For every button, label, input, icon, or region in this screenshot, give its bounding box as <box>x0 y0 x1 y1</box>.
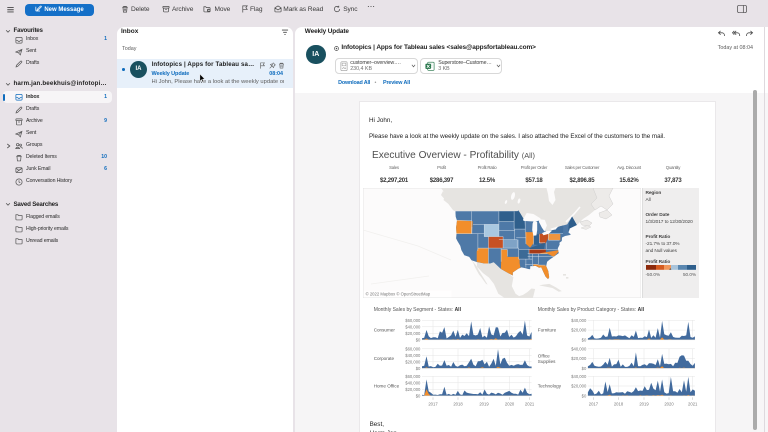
svg-text:2019: 2019 <box>639 401 649 406</box>
svg-text:$20,000: $20,000 <box>571 356 587 361</box>
svg-text:Home Office: Home Office <box>374 384 400 389</box>
svg-text:$0: $0 <box>582 337 587 342</box>
svg-text:2021: 2021 <box>688 401 698 406</box>
svg-text:$0: $0 <box>416 366 421 371</box>
svg-text:$0: $0 <box>582 393 587 398</box>
svg-text:$40,000: $40,000 <box>405 380 421 385</box>
svg-text:2020: 2020 <box>664 401 674 406</box>
svg-text:$60,000: $60,000 <box>405 374 421 379</box>
svg-text:2020: 2020 <box>505 401 515 406</box>
svg-text:$20,000: $20,000 <box>405 331 421 336</box>
svg-text:Supplies: Supplies <box>538 359 556 364</box>
svg-text:2021: 2021 <box>525 401 535 406</box>
svg-text:Monthly Sales by Segment - Sta: Monthly Sales by Segment - States: All <box>374 307 462 313</box>
svg-text:Furniture: Furniture <box>538 328 557 333</box>
svg-text:2017: 2017 <box>589 401 599 406</box>
svg-text:$20,000: $20,000 <box>571 384 587 389</box>
svg-text:$0: $0 <box>416 337 421 342</box>
svg-text:Corporate: Corporate <box>374 356 395 361</box>
svg-text:Technology: Technology <box>538 384 562 389</box>
svg-text:Monthly Sales by Product Categ: Monthly Sales by Product Category - Stat… <box>538 307 645 313</box>
svg-text:2018: 2018 <box>614 401 624 406</box>
svg-text:$20,000: $20,000 <box>405 359 421 364</box>
svg-text:$60,000: $60,000 <box>405 346 421 351</box>
svg-text:Consumer: Consumer <box>374 328 396 333</box>
svg-text:$0: $0 <box>582 366 587 371</box>
svg-text:$40,000: $40,000 <box>571 374 587 379</box>
svg-text:$40,000: $40,000 <box>405 353 421 358</box>
svg-text:$60,000: $60,000 <box>405 318 421 323</box>
svg-text:$20,000: $20,000 <box>571 328 587 333</box>
svg-text:2017: 2017 <box>428 401 438 406</box>
svg-text:$20,000: $20,000 <box>405 387 421 392</box>
svg-text:$0: $0 <box>416 393 421 398</box>
svg-text:2019: 2019 <box>479 401 489 406</box>
svg-text:$40,000: $40,000 <box>405 324 421 329</box>
svg-text:$40,000: $40,000 <box>571 318 587 323</box>
svg-text:Office: Office <box>538 353 550 358</box>
svg-text:2018: 2018 <box>453 401 463 406</box>
svg-text:© 2022 Mapbox © OpenStreetMap: © 2022 Mapbox © OpenStreetMap <box>366 291 431 296</box>
svg-text:$40,000: $40,000 <box>571 346 587 351</box>
